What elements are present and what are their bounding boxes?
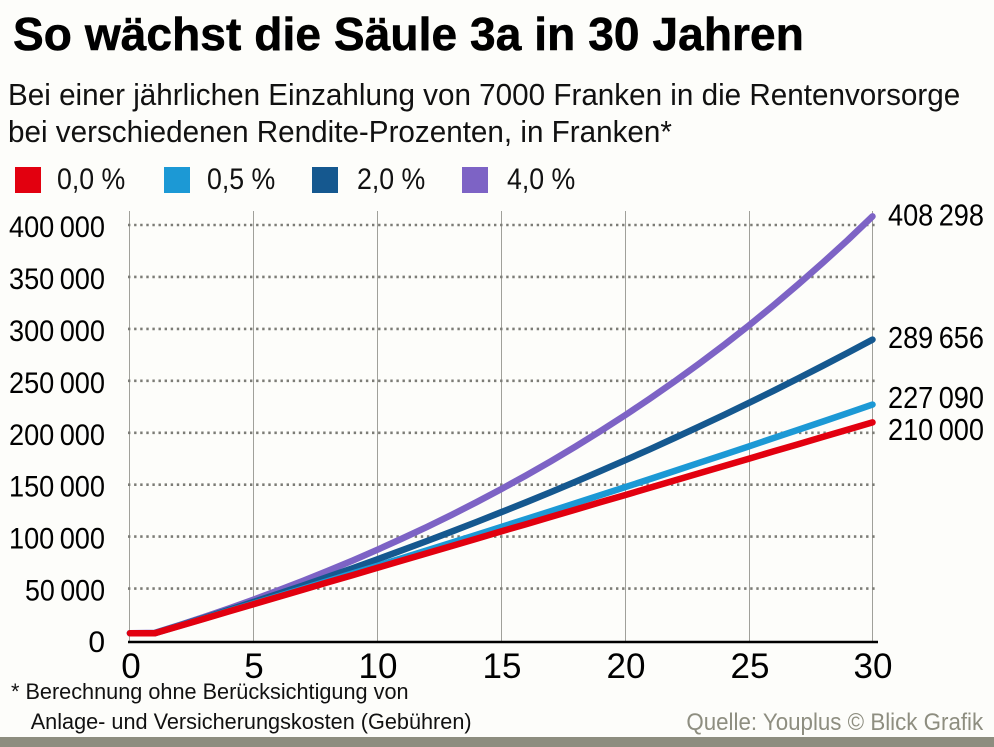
svg-text:350 000: 350 000 (9, 263, 105, 296)
svg-text:300 000: 300 000 (9, 315, 105, 348)
svg-text:210 000: 210 000 (888, 412, 984, 447)
svg-text:30: 30 (854, 647, 893, 686)
svg-text:50 000: 50 000 (25, 575, 105, 608)
svg-text:100 000: 100 000 (9, 523, 105, 556)
svg-text:0: 0 (121, 647, 140, 686)
svg-text:400 000: 400 000 (9, 211, 105, 244)
svg-text:10: 10 (359, 647, 398, 686)
svg-text:0: 0 (88, 626, 105, 659)
svg-text:5: 5 (244, 647, 263, 686)
svg-text:227 090: 227 090 (888, 380, 984, 415)
svg-text:250 000: 250 000 (9, 367, 105, 400)
svg-text:289 656: 289 656 (888, 320, 984, 355)
svg-text:25: 25 (731, 647, 770, 686)
svg-text:150 000: 150 000 (9, 471, 105, 504)
svg-text:15: 15 (483, 647, 522, 686)
svg-text:200 000: 200 000 (9, 419, 105, 452)
svg-text:408 298: 408 298 (888, 198, 984, 233)
svg-text:20: 20 (607, 647, 646, 686)
